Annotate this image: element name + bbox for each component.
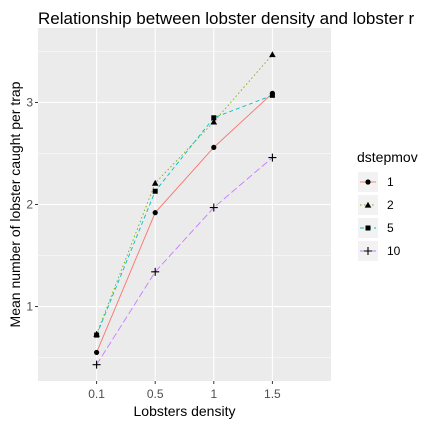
x-tick-label: 1.5 [264, 387, 281, 401]
series-line [96, 94, 273, 336]
series-line [96, 157, 273, 365]
data-point [94, 332, 100, 338]
legend-key-10 [358, 241, 378, 261]
legend-key-marker [364, 247, 372, 255]
legend-key-2 [358, 195, 378, 215]
y-tick-label: 2 [26, 198, 33, 212]
legend-label: 1 [387, 175, 394, 189]
y-axis-title: Mean number of lobster caught per trap [7, 81, 23, 327]
data-point [211, 115, 217, 121]
x-tick-label: 0.1 [88, 387, 105, 401]
data-point [92, 360, 101, 369]
legend-label: 10 [387, 244, 401, 258]
x-axis-title: Lobsters density [134, 403, 236, 419]
y-tick-label: 1 [26, 300, 33, 314]
series-1 [96, 92, 273, 353]
legend-key-5 [358, 218, 378, 238]
series-10 [96, 157, 273, 365]
legend-label: 2 [387, 198, 394, 212]
data-point [209, 203, 218, 212]
data-point [210, 118, 218, 125]
data-point [269, 92, 275, 98]
legend-key-1 [358, 172, 378, 192]
series-layer [92, 51, 277, 369]
legend: dstepmov 1 2 5 10 [357, 149, 418, 261]
y-tick-label: 3 [26, 95, 33, 109]
series-line [96, 92, 273, 353]
data-point [94, 349, 100, 356]
x-tick-label: 1 [210, 387, 217, 401]
data-point [269, 51, 276, 58]
x-tick-label: 0.5 [147, 387, 164, 401]
y-axis: 1 2 3 [26, 95, 38, 314]
series-10-points [92, 153, 277, 369]
series-5-points [94, 92, 275, 338]
x-axis: 0.1 0.5 1 1.5 [88, 381, 281, 401]
legend-title: dstepmov [357, 149, 418, 165]
data-point [152, 188, 158, 194]
data-point [151, 179, 159, 186]
series-line [96, 54, 273, 335]
data-point [211, 144, 217, 150]
series-5 [96, 94, 273, 336]
legend-key-marker [365, 225, 371, 231]
data-point [151, 267, 160, 276]
legend-key-marker [365, 179, 371, 185]
series-2 [96, 54, 273, 335]
data-point [152, 210, 158, 216]
legend-label: 5 [387, 221, 394, 235]
data-point [268, 153, 277, 162]
chart-title: Relationship between lobster density and… [38, 9, 414, 28]
legend-key-marker [364, 201, 372, 208]
